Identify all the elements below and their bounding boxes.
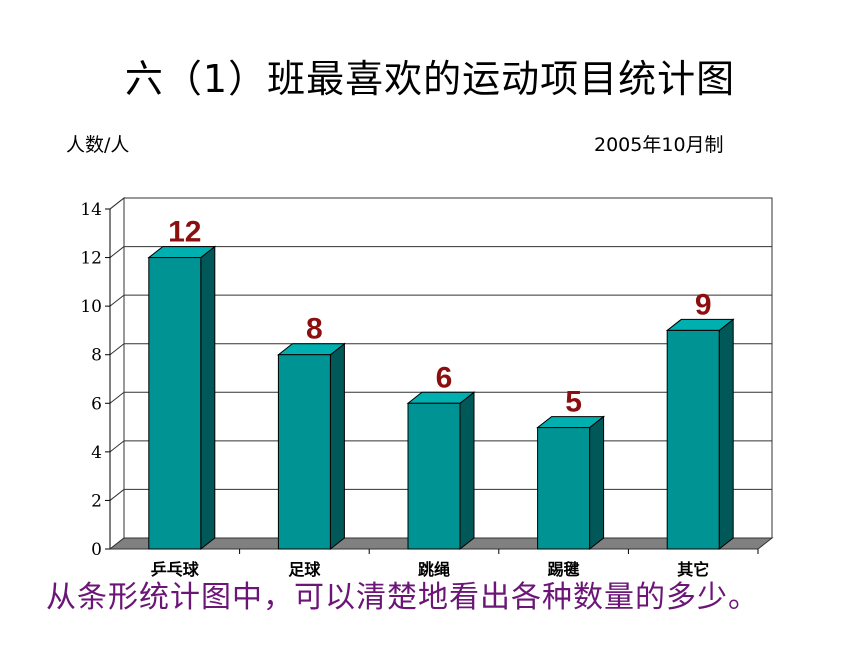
x-tick-label: 跳绳	[418, 560, 450, 579]
gridline-depth	[109, 197, 125, 210]
data-labels: 12 8 6 5 9	[168, 216, 711, 419]
bar	[537, 427, 591, 550]
y-tick-label: 0	[91, 540, 102, 560]
y-tick-label: 12	[80, 249, 102, 269]
data-label: 6	[436, 361, 453, 394]
y-tick-label: 10	[80, 297, 102, 317]
y-axis-unit-label: 人数/人	[66, 134, 130, 156]
gridline-depth	[109, 294, 125, 307]
y-axis: 0 2 4 6 8 10 12 14	[80, 200, 111, 560]
x-tick-label: 踢毽	[548, 560, 580, 579]
bar	[666, 329, 720, 550]
plot-side-wall	[109, 196, 125, 551]
y-tick-label: 6	[91, 394, 102, 414]
gridline-depth	[109, 391, 125, 404]
bar	[148, 257, 202, 550]
x-axis-labels: 乒乓球 足球 跳绳 踢毽 其它	[151, 549, 759, 579]
data-label: 8	[306, 313, 323, 346]
y-tick-label: 8	[91, 346, 102, 366]
data-label: 9	[695, 288, 712, 321]
gridline-depth	[109, 440, 125, 453]
bar-side	[200, 245, 216, 551]
bar	[277, 354, 331, 550]
bar-side	[329, 342, 345, 551]
bar-side	[459, 391, 475, 551]
bars	[147, 245, 735, 551]
gridline-depth	[109, 343, 125, 356]
bar-side	[718, 318, 734, 551]
x-tick-label: 其它	[677, 560, 709, 579]
y-tick-label: 14	[80, 200, 102, 220]
x-tick-label: 乒乓球	[151, 560, 200, 579]
gridline-depth	[109, 489, 125, 501]
made-date-label: 2005年10月制	[594, 134, 724, 156]
data-label: 12	[168, 216, 201, 249]
bar-side	[589, 415, 605, 551]
bar	[407, 402, 461, 550]
y-tick-label: 2	[91, 491, 102, 511]
y-tick-label: 4	[91, 443, 102, 463]
data-label: 5	[565, 386, 582, 419]
x-tick-label: 足球	[288, 560, 321, 579]
chart-title: 六（1）班最喜欢的运动项目统计图	[124, 57, 736, 101]
caption-text: 从条形统计图中，可以清楚地看出各种数量的多少。	[46, 580, 759, 615]
gridline-depth	[109, 246, 125, 258]
